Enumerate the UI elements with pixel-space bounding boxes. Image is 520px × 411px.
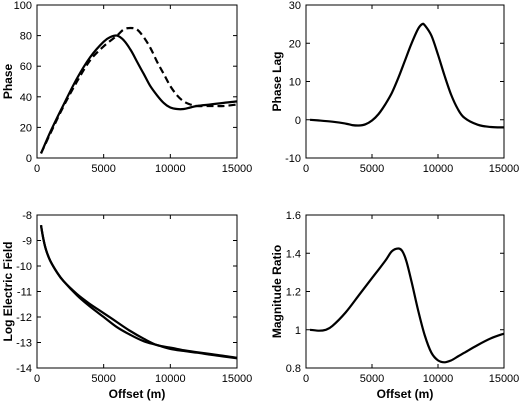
y-tick-label: 10 <box>289 77 301 89</box>
y-tick-label: -10 <box>16 261 32 273</box>
y-tick-label: 1.2 <box>286 287 301 299</box>
y-tick-label: 1 <box>295 325 301 337</box>
series-line-1 <box>309 247 505 364</box>
series-line-2 <box>40 26 238 154</box>
y-tick-label: -9 <box>22 236 32 248</box>
series-line-1 <box>309 22 505 129</box>
y-tick-label: -12 <box>16 312 32 324</box>
x-tick-label: 5000 <box>360 373 384 385</box>
plot-frame <box>305 4 505 159</box>
x-tick-label: 0 <box>34 373 40 385</box>
x-tick-label: 0 <box>303 373 309 385</box>
x-tick-label: 10000 <box>155 163 186 175</box>
x-tick-label: 10000 <box>423 163 454 175</box>
plot-frame <box>305 214 505 369</box>
y-axis-label: Magnitude Ratio <box>270 245 284 338</box>
x-axis-label: Offset (m) <box>109 387 166 401</box>
y-tick-label: 0 <box>26 153 32 165</box>
plot-frame <box>36 4 238 159</box>
y-tick-label: 80 <box>20 31 32 43</box>
x-tick-label: 15000 <box>222 163 253 175</box>
y-tick-label: -11 <box>17 287 32 299</box>
y-tick-label: 60 <box>20 61 32 73</box>
y-tick-label: -10 <box>285 153 301 165</box>
y-axis-label: Phase <box>1 63 15 99</box>
y-tick-label: -14 <box>16 363 32 375</box>
y-tick-label: 0 <box>295 115 301 127</box>
x-tick-label: 0 <box>303 163 309 175</box>
y-tick-label: 0.8 <box>286 363 301 375</box>
x-tick-label: 15000 <box>489 163 520 175</box>
series-line-2 <box>39 225 238 360</box>
x-tick-label: 5000 <box>91 163 115 175</box>
y-tick-label: 1.4 <box>286 248 301 260</box>
chart-panel-1: 0 5000 10000 15000 0 20 40 60 80 100 Phase <box>1 0 252 175</box>
chart-panel-4: 0 5000 10000 15000 0.8 1 1.2 1.4 1.6 Magnitude Ra… <box>270 210 519 401</box>
chart-panel-3: 0 5000 10000 15000 -14 -13 -12 -11 -10 -9 -8 Log El… <box>1 210 252 401</box>
y-tick-label: -8 <box>22 210 32 222</box>
x-tick-label: 15000 <box>222 373 253 385</box>
series-line-1 <box>39 225 238 359</box>
x-tick-label: 5000 <box>360 163 384 175</box>
y-tick-label: 100 <box>14 0 32 12</box>
y-tick-label: 1.6 <box>286 210 301 222</box>
y-tick-label: 20 <box>289 38 301 50</box>
x-tick-label: 10000 <box>155 373 186 385</box>
x-axis-label: Offset (m) <box>377 387 434 401</box>
x-tick-label: 15000 <box>489 373 520 385</box>
x-tick-label: 5000 <box>91 373 115 385</box>
x-tick-label: 0 <box>34 163 40 175</box>
y-tick-label: 30 <box>289 0 301 12</box>
y-axis-label: Log Electric Field <box>1 241 15 341</box>
series-line-1 <box>39 34 238 154</box>
plot-frame <box>36 214 238 369</box>
y-tick-label: 20 <box>20 122 32 134</box>
y-tick-label: -13 <box>16 338 32 350</box>
y-axis-label: Phase Lag <box>270 51 284 111</box>
x-tick-label: 10000 <box>423 373 454 385</box>
y-tick-label: 40 <box>20 92 32 104</box>
